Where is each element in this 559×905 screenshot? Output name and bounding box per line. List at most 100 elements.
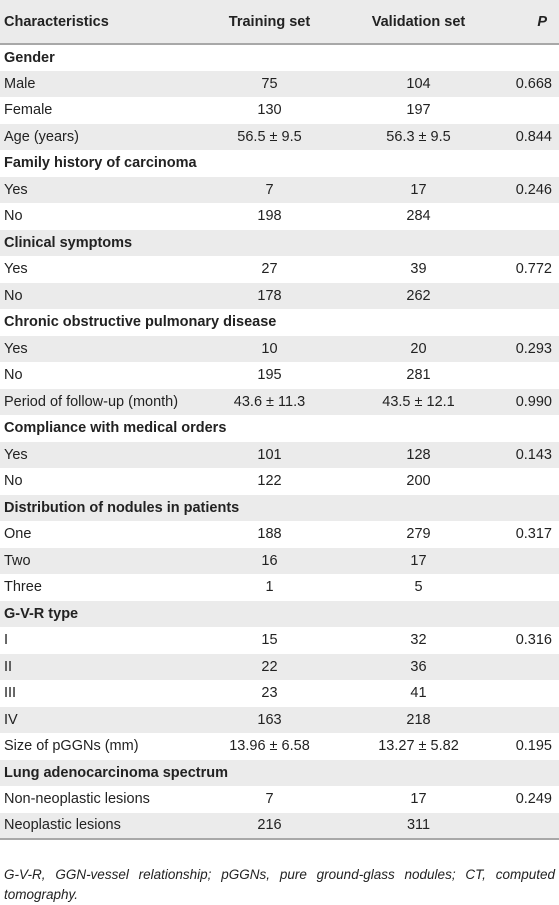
p-value: 0.249 — [515, 791, 552, 808]
training-value — [199, 150, 340, 177]
training-value — [199, 601, 340, 628]
p-value — [497, 495, 559, 522]
p-value: 0.772 — [515, 261, 552, 278]
row-label: No — [4, 287, 23, 304]
validation-value: 17 — [410, 552, 427, 569]
p-value: 0.195 — [515, 738, 552, 755]
validation-value: 13.27 ± 5.82 — [378, 738, 459, 755]
row-label: G-V-R type — [4, 605, 79, 622]
row-label: Two — [4, 552, 31, 569]
training-value: 13.96 ± 6.58 — [229, 738, 310, 755]
p-value — [497, 309, 559, 336]
row-label: IV — [4, 711, 18, 728]
section-row: Family history of carcinoma — [0, 150, 559, 177]
p-value — [497, 415, 559, 442]
training-value: 27 — [261, 261, 278, 278]
validation-value: 104 — [406, 75, 431, 92]
row-label: One — [4, 526, 32, 543]
section-row: Chronic obstructive pulmonary disease — [0, 309, 559, 336]
training-value: 122 — [257, 473, 282, 490]
training-value: 130 — [257, 102, 282, 119]
header-training-set: Training set — [199, 0, 340, 45]
row-label: Chronic obstructive pulmonary disease — [4, 314, 277, 331]
table-body: Gender Male 75 104 0.668 Female 130 197 Age (yea… — [0, 44, 559, 839]
row-label: Lung adenocarcinoma spectrum — [4, 764, 228, 781]
training-value: 188 — [257, 526, 282, 543]
training-value — [199, 230, 340, 257]
row-label: III — [4, 685, 17, 702]
validation-value — [340, 44, 497, 71]
validation-value — [340, 760, 497, 787]
table-row: III 23 41 — [0, 680, 559, 707]
p-value — [497, 548, 559, 575]
table-row: Male 75 104 0.668 — [0, 70, 559, 97]
validation-value: 197 — [406, 102, 431, 119]
p-value: 0.317 — [515, 526, 552, 543]
training-value: 23 — [261, 685, 278, 702]
training-value: 16 — [261, 552, 278, 569]
validation-value: 281 — [406, 367, 431, 384]
validation-value: 39 — [410, 261, 427, 278]
row-label: No — [4, 473, 23, 490]
row-label: No — [4, 208, 23, 225]
training-value: 216 — [257, 817, 282, 834]
table-row: Period of follow-up (month) 43.6 ± 11.3 43… — [0, 388, 559, 415]
p-value — [497, 44, 559, 71]
p-value: 0.668 — [515, 75, 552, 92]
training-value: 198 — [257, 208, 282, 225]
table-row: Yes 7 17 0.246 — [0, 176, 559, 203]
p-value — [497, 707, 559, 734]
row-label: Three — [4, 579, 42, 596]
validation-value: 17 — [410, 791, 427, 808]
p-value — [497, 97, 559, 124]
table-row: Neoplastic lesions 216 311 — [0, 812, 559, 839]
table-header: Characteristics Training set Validation … — [0, 0, 559, 45]
header-row: Characteristics Training set Validation … — [0, 0, 559, 45]
row-label: Yes — [4, 446, 28, 463]
validation-value: 284 — [406, 208, 431, 225]
section-row: Distribution of nodules in patients — [0, 494, 559, 522]
training-value: 7 — [265, 791, 274, 808]
p-value: 0.316 — [515, 632, 552, 649]
p-value: 0.990 — [515, 393, 552, 410]
section-row: Gender — [0, 44, 559, 71]
p-value — [497, 680, 559, 707]
row-label: Yes — [4, 261, 28, 278]
validation-value: 56.3 ± 9.5 — [386, 128, 451, 145]
row-label: Compliance with medical orders — [4, 420, 227, 437]
section-row: G-V-R type — [0, 600, 559, 628]
p-value — [497, 230, 559, 257]
validation-value — [340, 601, 497, 628]
training-value: 10 — [261, 340, 278, 357]
training-value: 1 — [265, 579, 274, 596]
row-label: Neoplastic lesions — [4, 817, 121, 834]
p-value — [497, 760, 559, 787]
validation-value: 200 — [406, 473, 431, 490]
row-label: Gender — [4, 49, 55, 66]
row-label: Age (years) — [4, 128, 79, 145]
table-row: Three 1 5 — [0, 574, 559, 601]
row-label: No — [4, 367, 23, 384]
training-value: 75 — [261, 75, 278, 92]
table-row: No 198 284 — [0, 203, 559, 230]
validation-value — [340, 309, 497, 336]
validation-value: 32 — [410, 632, 427, 649]
validation-value: 20 — [410, 340, 427, 357]
validation-value: 311 — [406, 817, 431, 834]
training-value: 101 — [257, 446, 282, 463]
table-row: Yes 10 20 0.293 — [0, 335, 559, 362]
table-row: Female 130 197 — [0, 97, 559, 124]
table-row: IV 163 218 — [0, 706, 559, 734]
table-row: Two 16 17 — [0, 547, 559, 575]
table-row: Yes 101 128 0.143 — [0, 441, 559, 468]
table-row: Size of pGGNs (mm) 13.96 ± 6.58 13.27 ± 5.… — [0, 733, 559, 760]
row-label: Family history of carcinoma — [4, 155, 197, 172]
p-value — [497, 283, 559, 310]
validation-value: 43.5 ± 12.1 — [382, 393, 455, 410]
training-value: 163 — [257, 711, 282, 728]
p-value: 0.844 — [515, 128, 552, 145]
p-value — [497, 468, 559, 495]
row-label: Male — [4, 75, 36, 92]
row-label: Clinical symptoms — [4, 234, 133, 251]
